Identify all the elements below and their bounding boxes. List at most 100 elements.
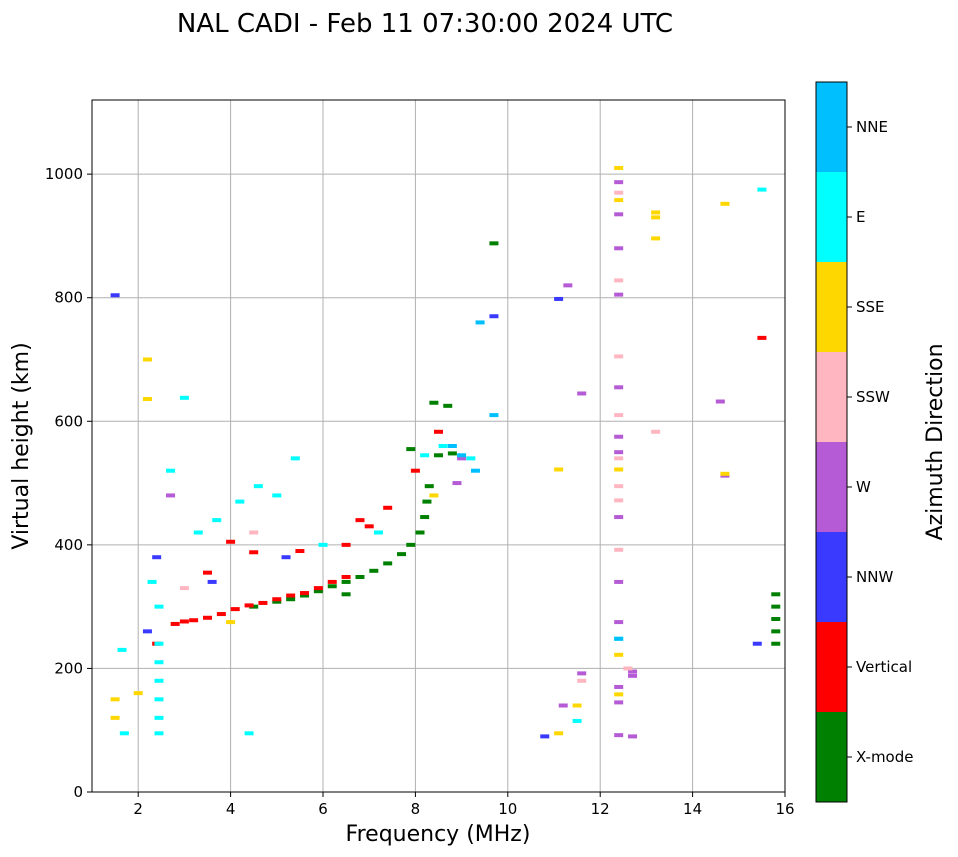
- grid-lines: [92, 100, 786, 793]
- data-point: [212, 518, 222, 523]
- data-point: [244, 603, 254, 608]
- data-point: [614, 456, 624, 461]
- data-point: [715, 399, 725, 404]
- data-point: [429, 493, 439, 498]
- data-point: [203, 570, 212, 575]
- data-point: [489, 413, 499, 418]
- data-point: [142, 397, 152, 402]
- data-point: [249, 530, 259, 535]
- data-point: [614, 165, 624, 170]
- data-point: [383, 505, 393, 510]
- data-point: [295, 549, 305, 554]
- plot-area: 2 4 6 8 10 12 14 16 0 200 400 600 800 1000: [45, 99, 795, 818]
- plot-frame: [91, 99, 786, 793]
- data-point: [154, 604, 164, 609]
- data-point: [614, 733, 624, 738]
- x-tick-label: 8: [411, 800, 421, 818]
- data-point: [341, 542, 351, 547]
- data-point: [614, 652, 624, 657]
- x-tick-label: 12: [591, 800, 610, 818]
- data-point: [651, 215, 661, 220]
- y-tick-label: 800: [54, 289, 83, 307]
- colorbar-tick-label: E: [856, 208, 865, 226]
- data-point: [614, 385, 624, 390]
- data-point: [614, 246, 624, 251]
- data-point: [406, 447, 416, 452]
- x-tick-label: 4: [226, 800, 236, 818]
- data-point: [614, 190, 624, 195]
- data-point: [614, 620, 624, 625]
- data-point: [166, 468, 176, 473]
- colorbar-segment: [816, 532, 847, 622]
- data-point: [614, 700, 624, 705]
- colorbar-label: Azimuth Direction: [923, 343, 948, 540]
- data-point: [300, 593, 310, 598]
- colorbar-tick-label: NNW: [856, 568, 893, 586]
- data-point: [771, 641, 781, 646]
- data-point: [142, 357, 152, 362]
- y-axis-ticks: 0 200 400 600 800 1000: [45, 165, 92, 801]
- data-point: [651, 210, 661, 215]
- data-point: [720, 201, 730, 206]
- data-point: [341, 592, 351, 597]
- data-point: [447, 451, 457, 456]
- x-tick-label: 2: [133, 800, 143, 818]
- y-axis-label: Virtual height (km): [9, 342, 34, 549]
- data-point: [313, 589, 323, 594]
- x-tick-label: 16: [775, 800, 794, 818]
- data-point: [133, 691, 143, 696]
- data-point: [447, 444, 457, 448]
- colorbar-tick-label: SSE: [856, 298, 885, 316]
- y-tick-label: 600: [54, 412, 83, 430]
- data-point: [406, 542, 416, 547]
- data-point: [235, 499, 245, 504]
- data-point: [614, 636, 624, 641]
- data-point: [614, 278, 624, 283]
- data-point: [313, 586, 323, 591]
- data-point: [300, 591, 310, 596]
- data-point: [142, 629, 152, 634]
- data-point: [166, 493, 176, 498]
- data-point: [281, 555, 291, 560]
- data-point: [397, 552, 407, 557]
- y-tick-label: 1000: [45, 165, 83, 183]
- data-point: [369, 568, 379, 573]
- data-point: [318, 542, 328, 547]
- colorbar-segment: [816, 442, 847, 532]
- x-tick-label: 6: [318, 800, 328, 818]
- data-point: [179, 586, 189, 591]
- data-point: [614, 515, 624, 520]
- data-point: [614, 292, 624, 297]
- data-point: [258, 600, 268, 605]
- data-point: [614, 579, 624, 584]
- data-point: [383, 561, 393, 566]
- data-point: [410, 468, 420, 473]
- data-point: [558, 703, 568, 708]
- data-point: [341, 579, 351, 584]
- data-point: [189, 618, 199, 623]
- data-point: [420, 453, 430, 458]
- data-point: [720, 471, 730, 476]
- data-point: [117, 647, 127, 652]
- data-point: [577, 391, 587, 396]
- data-point: [226, 539, 236, 544]
- data-point: [341, 574, 351, 579]
- data-point: [771, 604, 781, 609]
- data-point: [651, 429, 661, 434]
- data-point: [207, 579, 217, 584]
- colorbar-segment: [816, 82, 847, 172]
- data-point: [154, 731, 164, 736]
- data-point: [757, 335, 767, 340]
- data-point: [628, 669, 638, 674]
- data-point: [614, 180, 624, 185]
- data-point: [752, 641, 762, 646]
- data-point: [286, 593, 296, 598]
- data-point: [272, 493, 282, 498]
- data-point: [253, 484, 263, 489]
- data-point: [572, 718, 582, 723]
- data-point: [193, 530, 203, 535]
- data-point: [249, 550, 259, 555]
- data-point: [286, 597, 296, 602]
- data-point: [489, 314, 499, 319]
- data-point: [443, 403, 453, 408]
